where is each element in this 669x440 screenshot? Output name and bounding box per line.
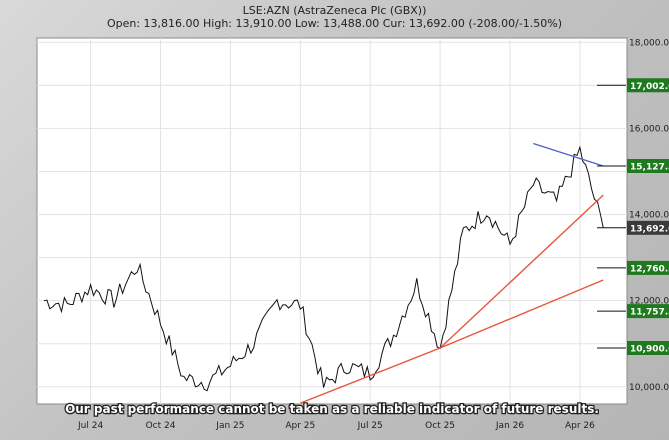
x-tick-label: Oct 24 bbox=[146, 421, 176, 431]
y-tick-label: 18,000.0 bbox=[629, 38, 669, 48]
x-tick-label: Oct 25 bbox=[425, 421, 455, 431]
y-tick-label: 14,000.0 bbox=[629, 211, 669, 221]
price-level-label: 11,757.5 bbox=[630, 308, 669, 318]
price-level-box bbox=[627, 304, 669, 319]
price-level-box bbox=[627, 78, 669, 93]
y-tick-label: 10,000.0 bbox=[629, 383, 669, 393]
price-level-label: 13,692.0 bbox=[630, 224, 669, 234]
trendline bbox=[533, 142, 604, 167]
price-level-label: 15,127.3 bbox=[630, 163, 669, 173]
x-tick-label: Apr 26 bbox=[565, 421, 595, 431]
x-tick-label: Jan 26 bbox=[495, 421, 524, 431]
price-series-line bbox=[43, 145, 604, 392]
x-tick-label: Jul 25 bbox=[357, 421, 383, 431]
price-level-label: 12,760.5 bbox=[630, 264, 669, 274]
x-tick-label: Jan 25 bbox=[215, 421, 244, 431]
chart-title: LSE:AZN (AstraZeneca Plc (GBX)) bbox=[242, 4, 427, 17]
trendline bbox=[300, 347, 441, 404]
price-level-box bbox=[627, 260, 669, 275]
x-tick-label: Apr 25 bbox=[285, 421, 315, 431]
price-level-box bbox=[627, 220, 669, 235]
disclaimer-annotation: Our past performance cannot be taken as … bbox=[65, 402, 599, 416]
quote-summary: Open: 13,816.00 High: 13,910.00 Low: 13,… bbox=[106, 17, 563, 30]
y-tick-label: 12,000.0 bbox=[629, 297, 669, 307]
price-level-box bbox=[627, 159, 669, 174]
x-tick-label: Jul 24 bbox=[77, 421, 103, 431]
price-level-label: 17,002.6 bbox=[630, 82, 669, 92]
trendline bbox=[439, 279, 604, 349]
price-level-box bbox=[627, 340, 669, 355]
trendline bbox=[439, 194, 604, 349]
y-tick-label: 16,000.0 bbox=[629, 124, 669, 134]
price-level-label: 10,900.6 bbox=[630, 344, 669, 354]
plot-area bbox=[36, 37, 628, 405]
